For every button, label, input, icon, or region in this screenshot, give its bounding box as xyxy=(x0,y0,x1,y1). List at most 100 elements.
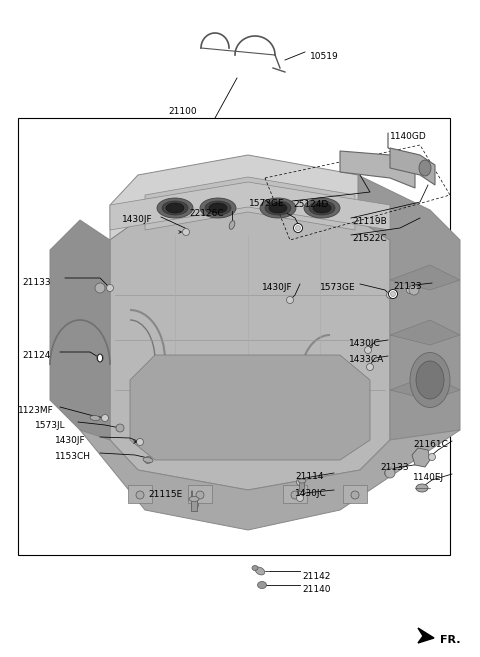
Polygon shape xyxy=(390,265,460,290)
Circle shape xyxy=(136,438,144,445)
Ellipse shape xyxy=(309,201,335,215)
Text: FR.: FR. xyxy=(440,635,460,645)
Ellipse shape xyxy=(416,361,444,399)
Polygon shape xyxy=(50,220,110,440)
Polygon shape xyxy=(110,200,390,490)
Circle shape xyxy=(296,225,300,231)
Text: 1123MF: 1123MF xyxy=(18,406,54,415)
Ellipse shape xyxy=(189,497,199,501)
Ellipse shape xyxy=(205,201,231,215)
Text: 21119B: 21119B xyxy=(352,217,387,226)
Circle shape xyxy=(293,223,302,233)
Polygon shape xyxy=(110,182,390,230)
Text: 21100: 21100 xyxy=(168,107,197,116)
Text: 10519: 10519 xyxy=(310,52,339,61)
Text: 21124: 21124 xyxy=(22,351,50,360)
Polygon shape xyxy=(340,151,415,188)
Ellipse shape xyxy=(200,198,236,218)
Ellipse shape xyxy=(255,567,264,575)
Circle shape xyxy=(386,292,394,298)
Polygon shape xyxy=(145,177,355,230)
Ellipse shape xyxy=(416,484,428,492)
Polygon shape xyxy=(80,430,460,530)
Text: 1153CH: 1153CH xyxy=(55,452,91,461)
Text: 21140: 21140 xyxy=(302,585,331,594)
Circle shape xyxy=(409,285,419,295)
Bar xyxy=(188,485,212,503)
Text: 1430JC: 1430JC xyxy=(295,489,327,498)
Ellipse shape xyxy=(304,198,340,218)
Circle shape xyxy=(297,495,303,501)
Ellipse shape xyxy=(419,160,431,176)
Text: 25124D: 25124D xyxy=(293,200,328,209)
Bar xyxy=(128,485,152,503)
Circle shape xyxy=(96,355,104,361)
Bar xyxy=(18,118,450,555)
Text: 21133: 21133 xyxy=(393,282,421,291)
Circle shape xyxy=(407,286,413,294)
Ellipse shape xyxy=(257,581,266,589)
Circle shape xyxy=(136,491,144,499)
Text: 21115E: 21115E xyxy=(148,490,182,499)
Bar xyxy=(191,497,197,511)
Circle shape xyxy=(182,229,190,235)
Polygon shape xyxy=(418,628,434,643)
FancyArrowPatch shape xyxy=(133,441,136,443)
Text: 1430JC: 1430JC xyxy=(349,339,381,348)
Circle shape xyxy=(385,468,395,478)
Text: 1430JF: 1430JF xyxy=(262,283,293,292)
Circle shape xyxy=(196,491,204,499)
Ellipse shape xyxy=(298,479,306,483)
Ellipse shape xyxy=(162,201,188,215)
Bar xyxy=(343,485,367,503)
Circle shape xyxy=(117,424,123,432)
Circle shape xyxy=(107,284,113,292)
Text: 21133: 21133 xyxy=(22,278,50,287)
Polygon shape xyxy=(412,448,430,467)
Ellipse shape xyxy=(260,198,296,218)
Polygon shape xyxy=(390,148,435,185)
Text: 1430JF: 1430JF xyxy=(122,215,153,224)
Text: 1140EJ: 1140EJ xyxy=(413,473,444,482)
Ellipse shape xyxy=(229,221,235,229)
Ellipse shape xyxy=(265,201,291,215)
Ellipse shape xyxy=(252,566,258,570)
Ellipse shape xyxy=(143,457,153,463)
Text: 21114: 21114 xyxy=(295,472,324,481)
Circle shape xyxy=(384,470,392,476)
Ellipse shape xyxy=(97,354,103,362)
Text: 1573GE: 1573GE xyxy=(249,199,285,208)
Circle shape xyxy=(101,415,108,422)
FancyArrowPatch shape xyxy=(179,231,181,233)
Ellipse shape xyxy=(410,353,450,407)
Text: 1140GD: 1140GD xyxy=(390,132,427,141)
Text: 21142: 21142 xyxy=(302,572,330,581)
Ellipse shape xyxy=(269,203,287,213)
Polygon shape xyxy=(358,175,460,440)
Circle shape xyxy=(144,457,152,463)
Circle shape xyxy=(391,292,396,296)
Circle shape xyxy=(116,424,124,432)
Circle shape xyxy=(351,491,359,499)
Circle shape xyxy=(364,346,372,353)
Bar xyxy=(283,485,307,503)
Circle shape xyxy=(388,290,397,298)
Text: 21161C: 21161C xyxy=(413,440,448,449)
Text: 1430JF: 1430JF xyxy=(55,436,85,445)
Polygon shape xyxy=(390,375,460,400)
Polygon shape xyxy=(130,355,370,460)
Polygon shape xyxy=(110,155,390,240)
Text: 22126C: 22126C xyxy=(189,209,224,218)
Circle shape xyxy=(287,296,293,304)
Text: 1573JL: 1573JL xyxy=(35,421,66,430)
Text: 21522C: 21522C xyxy=(352,234,386,243)
Text: 21133: 21133 xyxy=(380,463,408,472)
Text: 1433CA: 1433CA xyxy=(349,355,384,364)
Circle shape xyxy=(297,478,303,486)
Circle shape xyxy=(291,491,299,499)
Circle shape xyxy=(295,225,301,231)
Ellipse shape xyxy=(90,415,100,420)
Text: 1573GE: 1573GE xyxy=(320,283,356,292)
Ellipse shape xyxy=(157,198,193,218)
Circle shape xyxy=(192,501,199,509)
